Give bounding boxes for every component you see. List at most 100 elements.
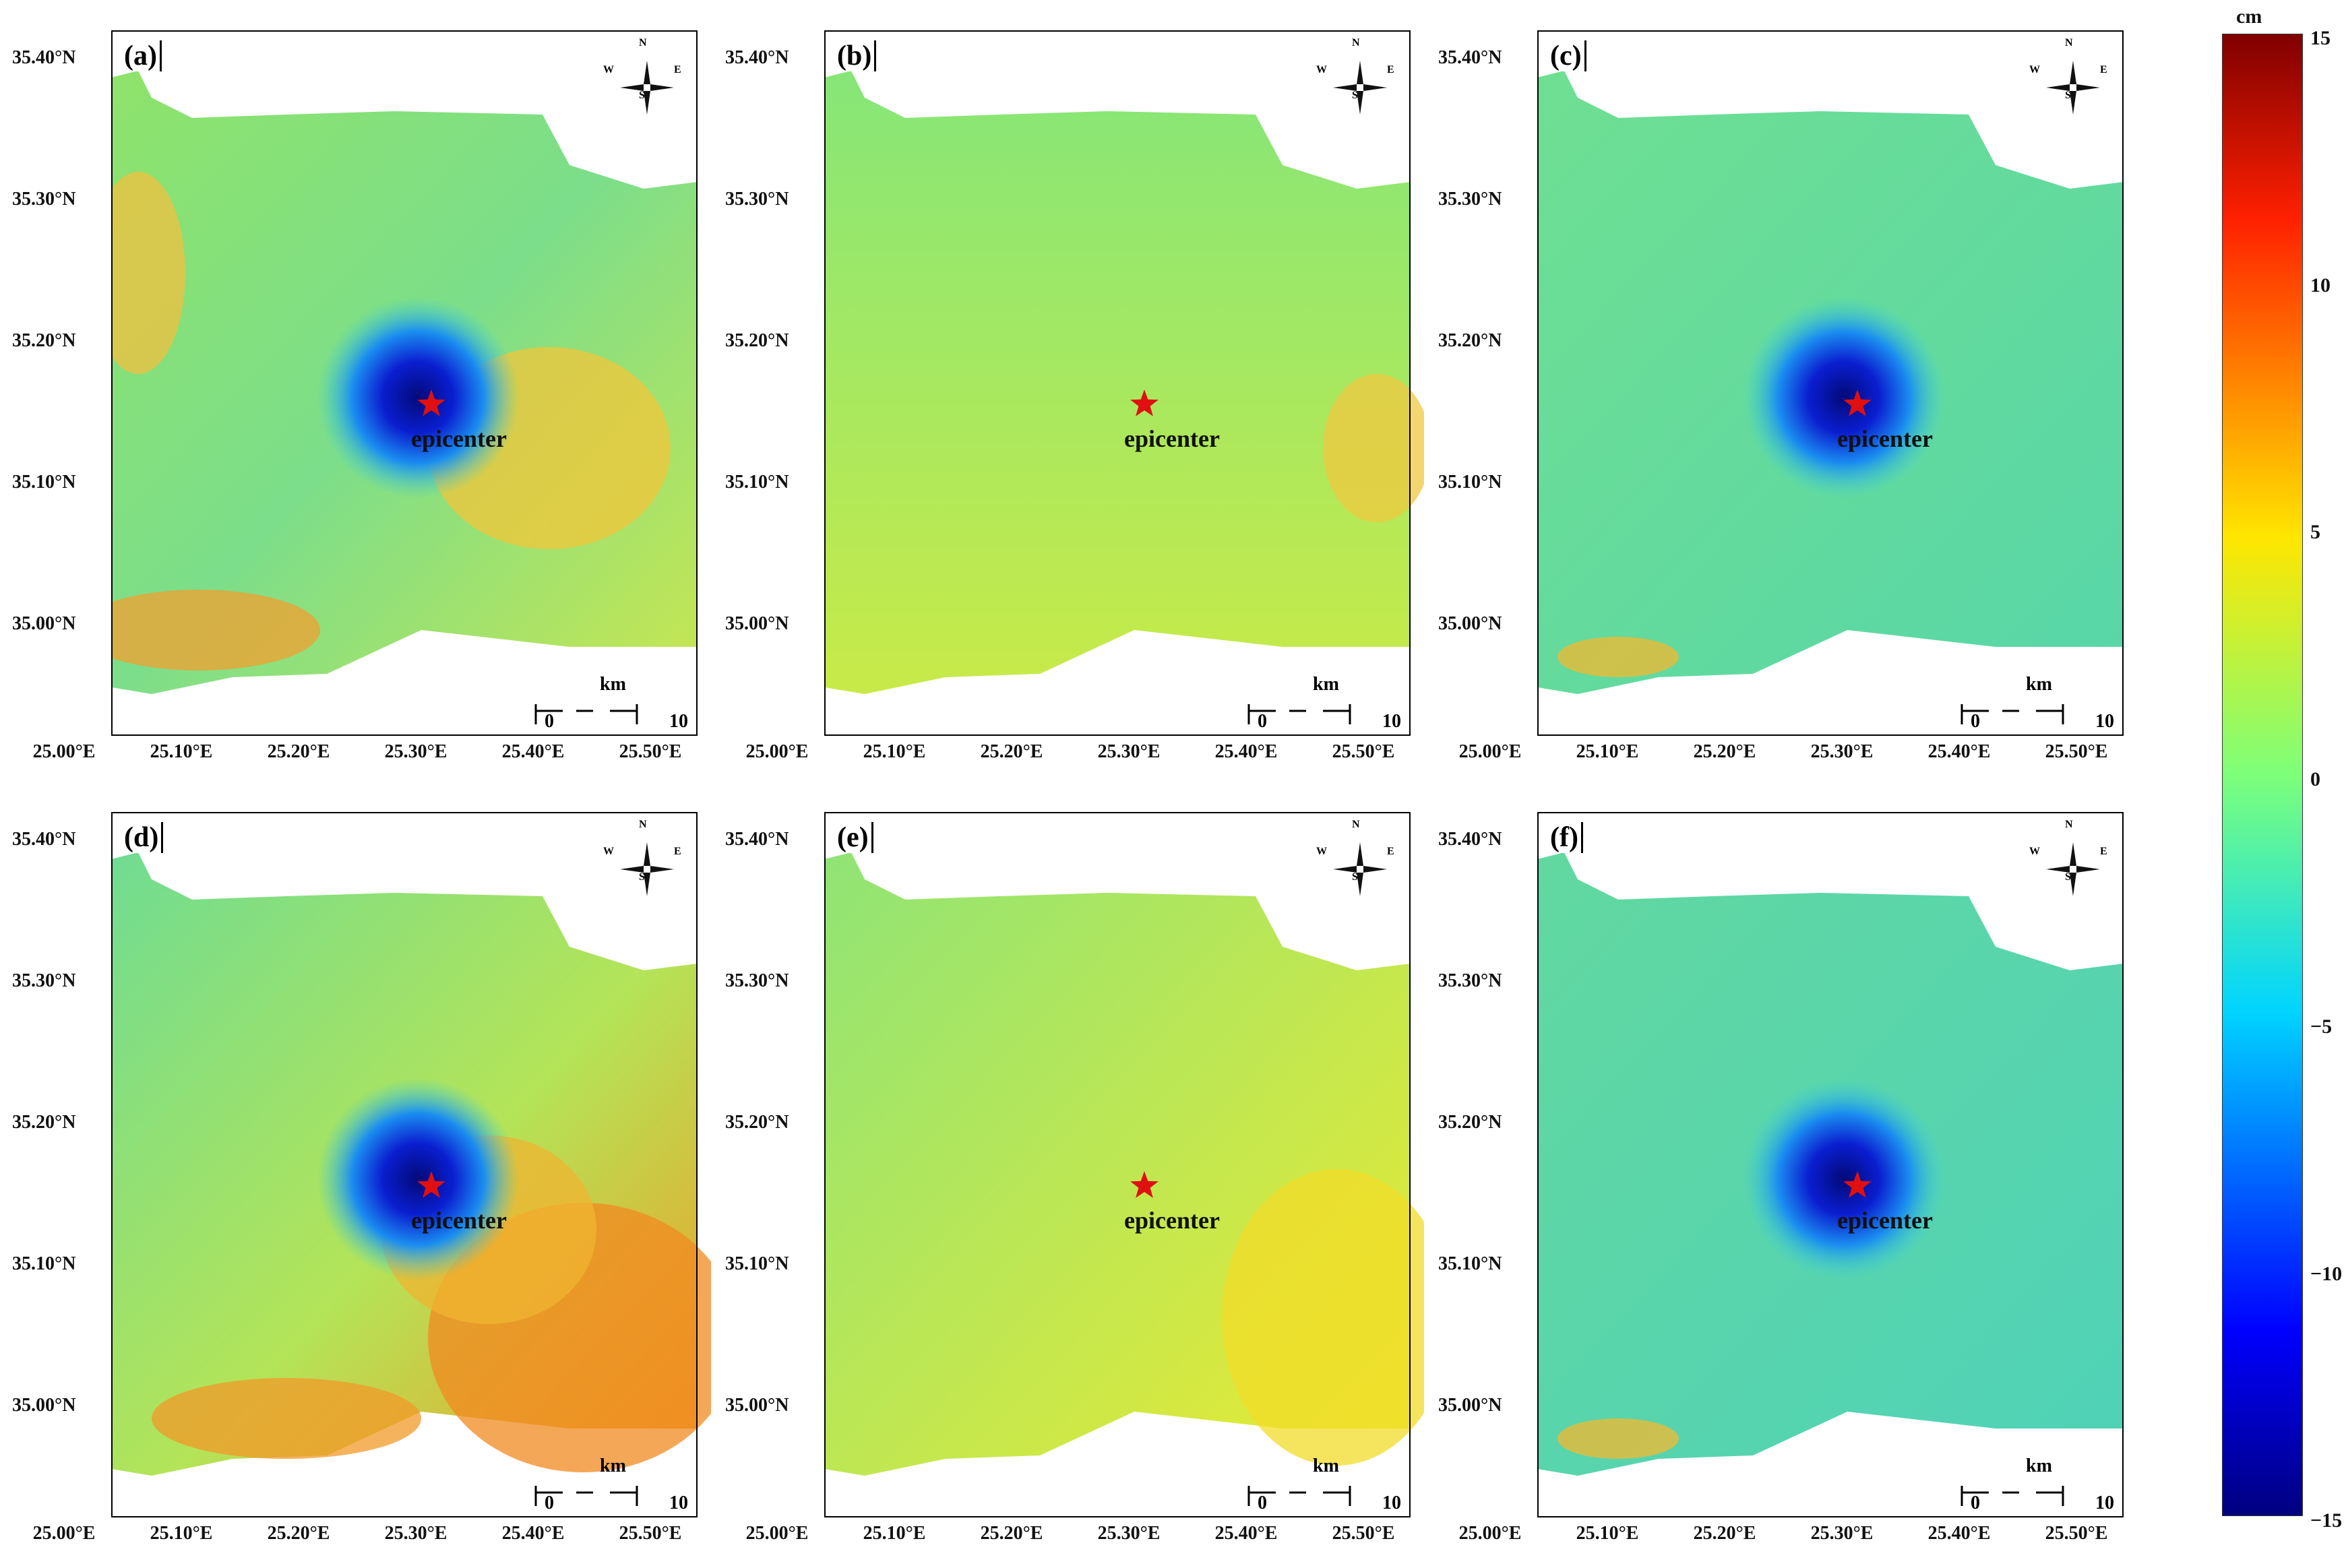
colorbar-tick: −10 (2310, 1262, 2343, 1285)
latitude-label: 35.30°N (725, 970, 789, 991)
compass-letter-s: S (1352, 90, 1358, 101)
compass-letter-s: S (2065, 90, 2071, 101)
subsidence-lobe (1743, 1078, 1945, 1280)
colorbar-tick: 0 (2310, 768, 2320, 791)
latitude-label: 35.20°N (1438, 330, 1502, 351)
north-arrow-icon (1333, 842, 1387, 896)
compass-letter-e: E (1387, 64, 1394, 75)
latitude-label: 35.40°N (725, 829, 789, 850)
map-panel-f: 35.40°N 35.30°N 35.20°N 35.10°N 35.00°N 25.00… (1426, 782, 2139, 1563)
longitude-label: 25.10°E (1576, 741, 1639, 762)
longitude-label: 25.50°E (2045, 741, 2108, 762)
longitude-label: 25.00°E (1458, 741, 1522, 762)
latitude-label: 35.30°N (12, 970, 76, 991)
compass-letter-n: N (639, 37, 647, 49)
scale-bar (534, 704, 638, 724)
scale-bar (1247, 704, 1351, 724)
scale-bar-label: 10 (2095, 1493, 2114, 1513)
compass-letter-w: W (2029, 846, 2040, 857)
latitude-label: 35.10°N (12, 1253, 76, 1274)
longitude-label: 25.50°E (1332, 741, 1395, 762)
latitude-label: 35.10°N (1438, 472, 1502, 493)
latitude-label: 35.00°N (725, 1395, 789, 1416)
compass-letter-s: S (2065, 871, 2071, 883)
map-panel-a: 35.40°N 35.30°N 35.20°N 35.10°N 35.00°N 25.00… (0, 0, 713, 782)
latitude-label: 35.40°N (1438, 829, 1502, 850)
panel-label: (e) (834, 822, 873, 853)
compass-letter-n: N (2065, 37, 2073, 49)
colorbar-tick: 10 (2310, 274, 2330, 296)
longitude-label: 25.10°E (1576, 1523, 1639, 1544)
longitude-label: 25.40°E (1927, 1523, 1991, 1544)
map-panel-c: 35.40°N 35.30°N 35.20°N 35.10°N 35.00°N 25.00… (1426, 0, 2139, 782)
warm-anomaly (111, 172, 185, 374)
epicenter-label: epicenter (411, 1207, 507, 1234)
longitude-label: 25.00°E (745, 1523, 809, 1544)
longitude-label: 25.00°E (32, 741, 96, 762)
scale-bar-label: 10 (2095, 711, 2114, 732)
longitude-label: 25.10°E (863, 741, 926, 762)
scale-bar-label: 0 (1258, 711, 1267, 732)
map-panel-d: 35.40°N 35.30°N 35.20°N 35.10°N 35.00°N 25.00… (0, 782, 713, 1563)
compass-letter-s: S (1352, 871, 1358, 883)
warm-anomaly (152, 1378, 421, 1459)
longitude-label: 25.40°E (501, 741, 565, 762)
north-arrow-icon (1333, 61, 1387, 115)
map-panel-b: 35.40°N 35.30°N 35.20°N 35.10°N 35.00°N 25.00… (713, 0, 1426, 782)
warm-anomaly (1557, 637, 1679, 677)
scale-bar-label: 0 (1971, 711, 1980, 732)
compass-letter-n: N (1352, 37, 1360, 49)
panel-label: (d) (121, 822, 164, 853)
scale-bar-label: 10 (669, 711, 688, 732)
latitude-label: 35.20°N (725, 1112, 789, 1133)
latitude-label: 35.00°N (1438, 1395, 1502, 1416)
colorbar-tick: −15 (2310, 1509, 2343, 1532)
subsidence-lobe (317, 296, 519, 499)
scale-bar-label: 0 (1971, 1493, 1980, 1513)
longitude-label: 25.40°E (1927, 741, 1991, 762)
latitude-label: 35.00°N (12, 1395, 76, 1416)
compass-letter-w: W (1316, 846, 1327, 857)
latitude-label: 35.40°N (725, 47, 789, 68)
longitude-label: 25.20°E (1693, 741, 1756, 762)
latitude-label: 35.40°N (12, 829, 76, 850)
displacement-map (1537, 812, 2124, 1517)
latitude-label: 35.10°N (1438, 1253, 1502, 1274)
displacement-map (824, 812, 1424, 1517)
longitude-label: 25.30°E (1097, 741, 1161, 762)
warm-anomaly (1222, 1169, 1424, 1466)
epicenter-label: epicenter (1124, 1207, 1220, 1234)
longitude-label: 25.50°E (2045, 1523, 2108, 1544)
longitude-label: 25.00°E (32, 1523, 96, 1544)
longitude-label: 25.30°E (384, 1523, 447, 1544)
latitude-label: 35.40°N (1438, 47, 1502, 68)
epicenter-star-icon (1843, 1171, 1872, 1198)
longitude-label: 25.30°E (1810, 1523, 1874, 1544)
north-arrow-icon (2046, 842, 2100, 896)
scale-bar-label: km (1313, 1455, 1339, 1476)
latitude-label: 35.30°N (1438, 970, 1502, 991)
latitude-label: 35.00°N (1438, 613, 1502, 634)
longitude-label: 25.30°E (1097, 1523, 1161, 1544)
epicenter-star-icon (417, 389, 445, 416)
latitude-label: 35.30°N (1438, 189, 1502, 210)
latitude-label: 35.20°N (12, 330, 76, 351)
longitude-label: 25.20°E (267, 1523, 330, 1544)
longitude-label: 25.00°E (745, 741, 809, 762)
colorbar-tick: 5 (2310, 521, 2320, 544)
longitude-label: 25.40°E (1214, 1523, 1278, 1544)
panel-label: (f) (1547, 822, 1583, 853)
scale-bar (1961, 1486, 2064, 1506)
longitude-label: 25.20°E (1693, 1523, 1756, 1544)
scale-bar-label: 0 (545, 711, 554, 732)
colorbar (2221, 33, 2304, 1517)
warm-anomaly (1557, 1418, 1679, 1459)
panel-label: (a) (121, 40, 162, 71)
scale-bar-label: 10 (1382, 711, 1401, 732)
displacement-map (1537, 30, 2124, 736)
scale-bar-label: km (2026, 674, 2052, 695)
compass-letter-w: W (603, 64, 614, 75)
latitude-label: 35.10°N (725, 472, 789, 493)
north-arrow-icon (620, 842, 674, 896)
latitude-label: 35.30°N (12, 189, 76, 210)
